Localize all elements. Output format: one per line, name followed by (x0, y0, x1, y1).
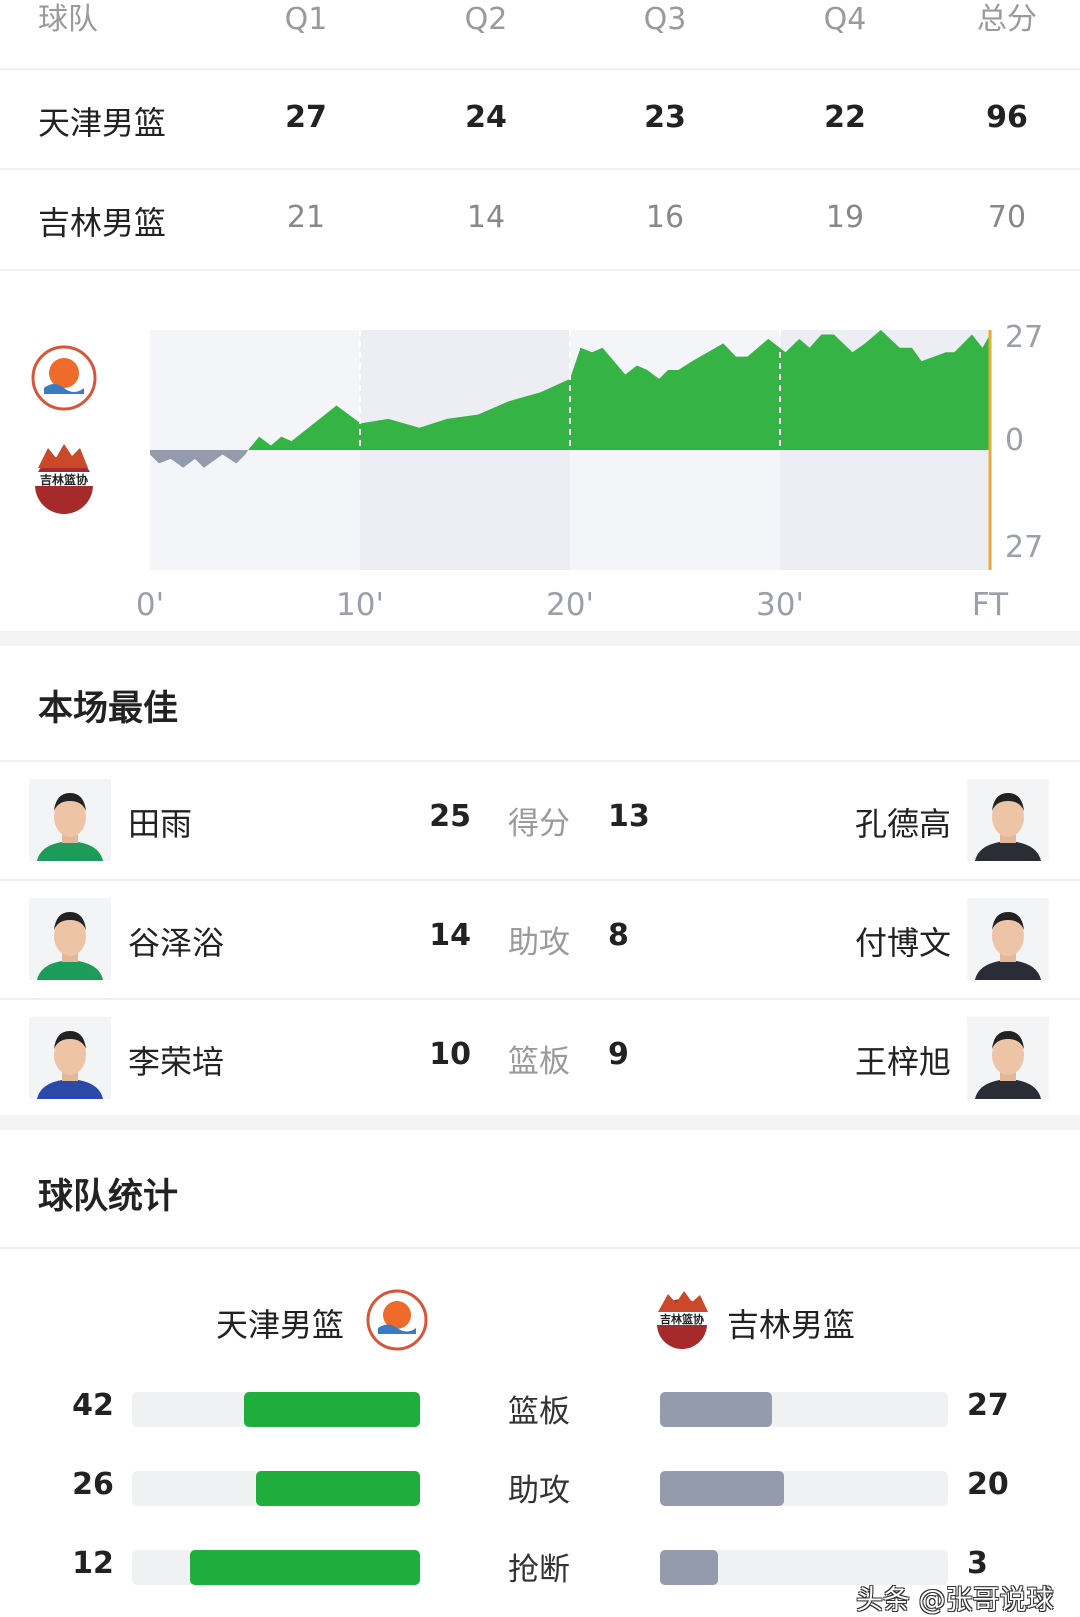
y-tick-label: 27 (1005, 320, 1043, 355)
watermark: 头条 @张哥说球 (856, 1585, 1054, 1616)
left-stat-value: 26 (72, 1467, 114, 1502)
player-photo (967, 779, 1049, 861)
left-player-name: 田雨 (128, 805, 193, 843)
header-q2: Q2 (464, 2, 508, 37)
score-cell: 27 (285, 100, 327, 135)
score-total: 70 (987, 200, 1027, 235)
right-player-name: 孔德高 (854, 805, 951, 843)
left-player-name: 谷泽浴 (128, 924, 225, 962)
score-cell: 24 (465, 100, 507, 135)
right-stat-bar (660, 1471, 948, 1506)
jilin-logo: 吉林篮协 (652, 1291, 712, 1349)
left-stat-fill (189, 1550, 420, 1585)
left-stat-value: 42 (72, 1388, 114, 1423)
header-q4: Q4 (823, 2, 867, 37)
x-tick-label: 0' (136, 587, 164, 623)
left-player-name: 李荣培 (128, 1043, 225, 1081)
stat-label: 助攻 (508, 1473, 570, 1509)
right-stat-value: 3 (967, 1546, 988, 1581)
left-stat-value: 10 (429, 1037, 471, 1072)
best-title: 本场最佳 (38, 689, 179, 729)
left-team-name: 天津男篮 (215, 1306, 344, 1344)
right-stat-value: 9 (608, 1037, 629, 1072)
tianjin-logo (31, 345, 97, 411)
header-team: 球队 (38, 2, 98, 37)
right-stat-fill (660, 1471, 784, 1506)
score-cell: 19 (825, 200, 865, 235)
left-stat-value: 25 (429, 799, 471, 834)
tianjin-logo (366, 1289, 428, 1351)
player-photo (29, 779, 111, 861)
jilin-logo: 吉林篮协 (33, 444, 95, 514)
score-cell: 23 (644, 100, 686, 135)
right-stat-bar (660, 1392, 948, 1427)
player-photo (967, 1017, 1049, 1099)
score-cell: 21 (286, 200, 326, 235)
score-cell: 22 (824, 100, 866, 135)
right-stat-value: 20 (967, 1467, 1009, 1502)
right-player-name: 王梓旭 (854, 1043, 951, 1081)
x-tick-label: 30' (756, 587, 804, 623)
player-photo (29, 1017, 111, 1099)
right-stat-fill (660, 1392, 773, 1427)
score-diff-chart: 吉林篮协 27 0 27 0' 10' 20' 30' FT (31, 320, 1043, 623)
best-player-row: 田雨 25 得分 13 孔德高 (0, 761, 1080, 879)
stat-label: 抢断 (508, 1552, 570, 1588)
header-q1: Q1 (284, 2, 328, 37)
team-stat-row: 26 助攻 20 (0, 1467, 1080, 1509)
best-player-row: 谷泽浴 14 助攻 8 付博文 (0, 880, 1080, 998)
team-stat-row: 12 抢断 3 (0, 1546, 1080, 1588)
right-player-name: 付博文 (854, 924, 951, 962)
score-total: 96 (986, 100, 1028, 135)
stat-label: 篮板 (508, 1394, 570, 1430)
team-name: 天津男篮 (38, 104, 167, 142)
header-total: 总分 (977, 2, 1037, 37)
left-stat-bar (132, 1392, 420, 1427)
x-tick-label: 20' (546, 587, 594, 623)
stat-label: 得分 (508, 806, 570, 842)
left-stat-fill (255, 1471, 420, 1506)
left-stat-value: 12 (72, 1546, 114, 1581)
header-q3: Q3 (643, 2, 687, 37)
svg-text:吉林篮协: 吉林篮协 (660, 1312, 704, 1326)
lead-area-away (150, 450, 990, 468)
left-stat-value: 14 (429, 918, 471, 953)
stat-label: 助攻 (508, 925, 570, 961)
team-stats-title: 球队统计 (38, 1177, 179, 1217)
right-stat-value: 8 (608, 918, 629, 953)
player-photo (967, 898, 1049, 980)
x-tick-label: FT (972, 587, 1009, 623)
score-cell: 16 (645, 200, 685, 235)
left-stat-fill (244, 1392, 420, 1427)
right-stat-value: 13 (608, 799, 650, 834)
best-player-row: 李荣培 10 篮板 9 王梓旭 (0, 999, 1080, 1117)
player-photo (29, 898, 111, 980)
team-stat-row: 42 篮板 27 (0, 1388, 1080, 1430)
right-stat-fill (660, 1550, 718, 1585)
score-cell: 14 (466, 200, 506, 235)
stat-label: 篮板 (508, 1044, 570, 1080)
right-team-name: 吉林男篮 (727, 1306, 856, 1344)
y-tick-label: 27 (1005, 530, 1043, 565)
right-stat-bar (660, 1550, 948, 1585)
x-tick-label: 10' (336, 587, 384, 623)
left-stat-bar (132, 1471, 420, 1506)
team-name: 吉林男篮 (38, 204, 167, 242)
svg-text:吉林篮协: 吉林篮协 (40, 472, 88, 487)
y-tick-label: 0 (1005, 423, 1024, 458)
left-stat-bar (132, 1550, 420, 1585)
right-stat-value: 27 (967, 1388, 1009, 1423)
